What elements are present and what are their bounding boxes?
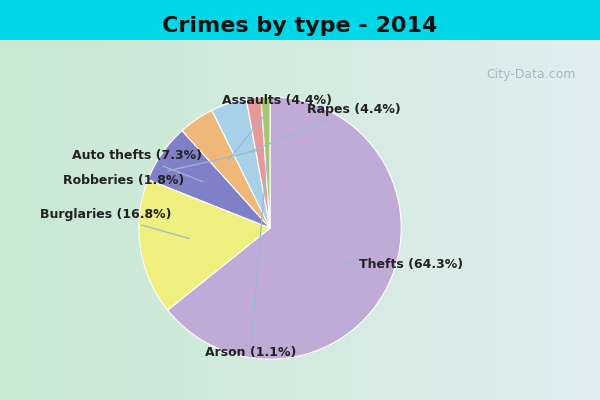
Wedge shape [212, 99, 270, 228]
Text: Burglaries (16.8%): Burglaries (16.8%) [40, 208, 190, 238]
Text: Thefts (64.3%): Thefts (64.3%) [344, 258, 463, 271]
Text: Assaults (4.4%): Assaults (4.4%) [221, 94, 332, 160]
Wedge shape [167, 97, 401, 359]
Text: Rapes (4.4%): Rapes (4.4%) [248, 104, 400, 152]
Wedge shape [246, 97, 270, 228]
Wedge shape [182, 110, 270, 228]
Text: Robberies (1.8%): Robberies (1.8%) [64, 150, 258, 187]
Wedge shape [148, 131, 270, 228]
Wedge shape [261, 97, 270, 228]
Text: City-Data.com: City-Data.com [487, 68, 576, 81]
Text: Auto thefts (7.3%): Auto thefts (7.3%) [72, 149, 203, 182]
Text: Arson (1.1%): Arson (1.1%) [205, 152, 296, 359]
Wedge shape [139, 180, 270, 310]
Text: Crimes by type - 2014: Crimes by type - 2014 [163, 16, 437, 36]
